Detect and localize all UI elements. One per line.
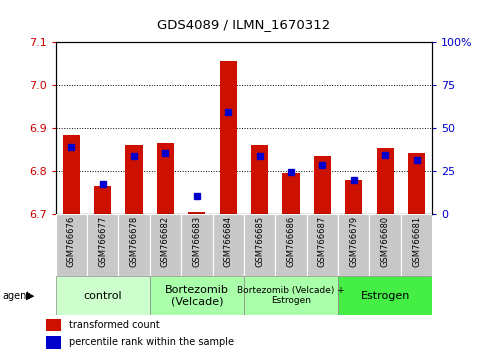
Text: GSM766679: GSM766679 xyxy=(349,216,358,267)
Bar xyxy=(188,212,205,214)
Bar xyxy=(314,156,331,214)
Bar xyxy=(181,214,213,276)
Bar xyxy=(369,214,401,276)
Bar xyxy=(244,214,275,276)
Bar xyxy=(46,319,61,331)
Text: GDS4089 / ILMN_1670312: GDS4089 / ILMN_1670312 xyxy=(157,18,330,31)
Bar xyxy=(118,214,150,276)
Text: GSM766684: GSM766684 xyxy=(224,216,233,267)
Bar xyxy=(63,135,80,214)
Bar xyxy=(150,276,244,315)
Bar xyxy=(56,214,87,276)
Text: GSM766681: GSM766681 xyxy=(412,216,421,267)
Bar xyxy=(408,153,425,214)
Text: GSM766678: GSM766678 xyxy=(129,216,139,267)
Text: GSM766686: GSM766686 xyxy=(286,216,296,267)
Text: Bortezomib
(Velcade): Bortezomib (Velcade) xyxy=(165,285,229,307)
Bar xyxy=(126,145,142,214)
Text: percentile rank within the sample: percentile rank within the sample xyxy=(69,337,234,347)
Text: GSM766676: GSM766676 xyxy=(67,216,76,267)
Bar xyxy=(377,148,394,214)
Text: ▶: ▶ xyxy=(26,291,35,301)
Bar xyxy=(275,214,307,276)
Bar xyxy=(157,143,174,214)
Bar xyxy=(56,276,150,315)
Bar xyxy=(251,145,268,214)
Text: GSM766683: GSM766683 xyxy=(192,216,201,267)
Bar xyxy=(213,214,244,276)
Bar xyxy=(283,173,299,214)
Bar xyxy=(345,180,362,214)
Bar xyxy=(338,276,432,315)
Text: GSM766685: GSM766685 xyxy=(255,216,264,267)
Bar xyxy=(307,214,338,276)
Text: Estrogen: Estrogen xyxy=(360,291,410,301)
Text: control: control xyxy=(84,291,122,301)
Text: GSM766682: GSM766682 xyxy=(161,216,170,267)
Bar xyxy=(401,214,432,276)
Text: GSM766680: GSM766680 xyxy=(381,216,390,267)
Bar xyxy=(46,336,61,349)
Text: GSM766687: GSM766687 xyxy=(318,216,327,267)
Bar xyxy=(244,276,338,315)
Text: transformed count: transformed count xyxy=(69,320,160,330)
Bar xyxy=(150,214,181,276)
Text: agent: agent xyxy=(2,291,30,301)
Text: Bortezomib (Velcade) +
Estrogen: Bortezomib (Velcade) + Estrogen xyxy=(237,286,345,305)
Bar xyxy=(220,61,237,214)
Bar xyxy=(94,186,111,214)
Bar xyxy=(87,214,118,276)
Text: GSM766677: GSM766677 xyxy=(98,216,107,267)
Bar xyxy=(338,214,369,276)
